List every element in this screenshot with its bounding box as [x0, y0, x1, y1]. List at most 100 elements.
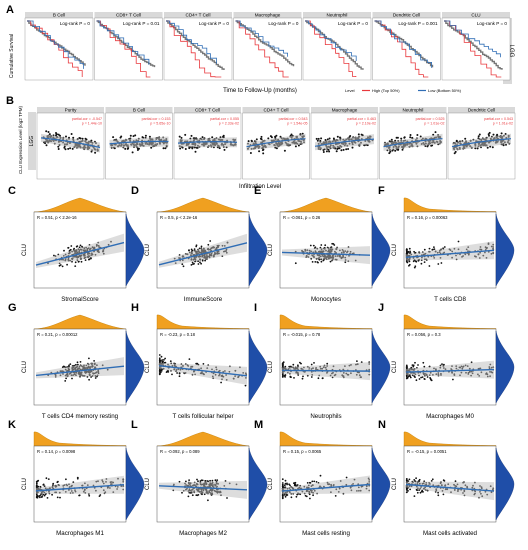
cor-point — [223, 148, 226, 151]
right-density — [125, 330, 145, 404]
scatter-point — [415, 488, 418, 491]
scatter-point — [356, 360, 358, 362]
cor-point — [394, 149, 397, 152]
scatter-point — [306, 482, 309, 484]
scatter-point — [293, 482, 295, 485]
scatter-point — [442, 493, 445, 496]
scatter-point — [304, 494, 307, 497]
scatter-xlabel: Macrophages M0 — [426, 413, 474, 420]
scatter-stat: R = 0.5, p < 2.2e-16 — [160, 215, 198, 220]
scatter-point — [281, 493, 284, 496]
scatter-point — [295, 495, 298, 498]
cor-point — [335, 150, 338, 153]
scatter-point — [320, 260, 323, 263]
cor-point — [464, 137, 467, 140]
scatter-point — [345, 476, 348, 479]
km-low-curve — [444, 20, 501, 58]
scatter-ylabel: CLU — [145, 361, 151, 373]
cor-pvalue: p = 1.54e-05 — [287, 122, 307, 126]
scatter-point — [78, 246, 81, 249]
scatter-point — [437, 491, 439, 494]
cor-point — [319, 139, 322, 142]
legend-title: Level — [345, 88, 355, 93]
cor-point — [340, 149, 343, 152]
scatter-point — [191, 261, 194, 264]
cor-point — [260, 135, 263, 138]
scatter-point — [443, 246, 446, 248]
cor-point — [430, 144, 433, 147]
scatter-point — [76, 477, 79, 480]
top-density — [156, 431, 250, 447]
km-low-curve — [305, 20, 357, 61]
scatter-point — [36, 496, 39, 499]
cor-point — [426, 145, 429, 148]
cor-point — [488, 134, 490, 137]
scatter-point — [76, 361, 79, 364]
scatter-point — [197, 263, 200, 265]
scatter-point — [158, 372, 161, 375]
scatter-point — [284, 479, 287, 482]
km-pvalue: Log-rank P = 0 — [477, 21, 508, 26]
cor-cell-title: B Cell — [133, 108, 145, 113]
scatter-point — [158, 371, 161, 373]
km-cell: CLU Log-rank P = 0 — [441, 12, 511, 81]
scatter-stat: R = -0.015, p = 0.78 — [283, 332, 321, 337]
scatter-point — [41, 495, 44, 497]
scatter-point — [220, 381, 223, 384]
panel-label-b: B — [6, 95, 14, 107]
scatter-point — [45, 477, 48, 480]
scatter-point — [70, 245, 73, 247]
cor-point — [124, 147, 127, 150]
cor-point — [59, 134, 61, 137]
scatter-band — [159, 480, 247, 499]
km-high-curve — [166, 20, 222, 78]
panel-a-ylabel: Cumulative Survival — [9, 34, 15, 78]
scatter-point — [309, 482, 312, 484]
cor-point — [85, 138, 88, 141]
panel-label: G — [8, 302, 17, 314]
scatter-point — [207, 243, 210, 246]
km-strip — [303, 12, 371, 18]
scatter-fit-line — [405, 483, 495, 492]
scatter-point — [413, 479, 416, 481]
scatter-point — [407, 490, 409, 492]
scatter-point — [42, 484, 45, 486]
cor-point — [45, 144, 48, 147]
scatter-ylabel: CLU — [22, 478, 28, 490]
scatter-point — [320, 244, 323, 246]
scatter-point — [292, 363, 295, 366]
cor-fit-line — [177, 141, 238, 144]
cor-fit-line — [246, 138, 306, 148]
panel-a-legend: Level High (Top 50%) Low (Bottom 50%) — [345, 88, 462, 93]
cor-point — [164, 147, 167, 150]
scatter-point — [324, 244, 327, 247]
scatter-point — [283, 494, 286, 496]
scatter-point — [162, 360, 164, 363]
km-low-curve — [235, 20, 288, 57]
cor-point — [396, 136, 399, 139]
scatter-point — [188, 358, 191, 360]
cor-point — [45, 130, 48, 133]
cor-point — [136, 147, 139, 150]
cor-point — [478, 133, 481, 136]
scatter-ylabel: CLU — [22, 244, 28, 256]
scatter-point — [37, 485, 40, 488]
scatter-stat: R = -0.061, p = 0.26 — [283, 215, 321, 220]
scatter-point — [405, 377, 408, 380]
panel-label: I — [254, 302, 257, 314]
scatter-point — [79, 244, 82, 247]
km-cell: Macrophage Log-rank P = 0 — [233, 12, 302, 81]
cor-pvalue: p = 1.44e-10 — [82, 122, 102, 126]
scatter-point — [69, 363, 72, 365]
scatter-panel: C CLU StromalScore R = 0.51, p < 2.2e-16 — [8, 185, 145, 303]
cor-point — [90, 150, 93, 153]
scatter-xlabel: Neutrophils — [310, 413, 341, 420]
scatter-point — [423, 378, 426, 380]
scatter-point — [98, 495, 101, 497]
scatter-xlabel: Macrophages M2 — [179, 530, 227, 537]
cor-pvalue: p = 1.01e-02 — [493, 122, 513, 126]
scatter-point — [192, 263, 194, 265]
scatter-point — [284, 482, 287, 485]
scatter-stat: R = 0.16, p = 0.00063 — [407, 215, 448, 220]
